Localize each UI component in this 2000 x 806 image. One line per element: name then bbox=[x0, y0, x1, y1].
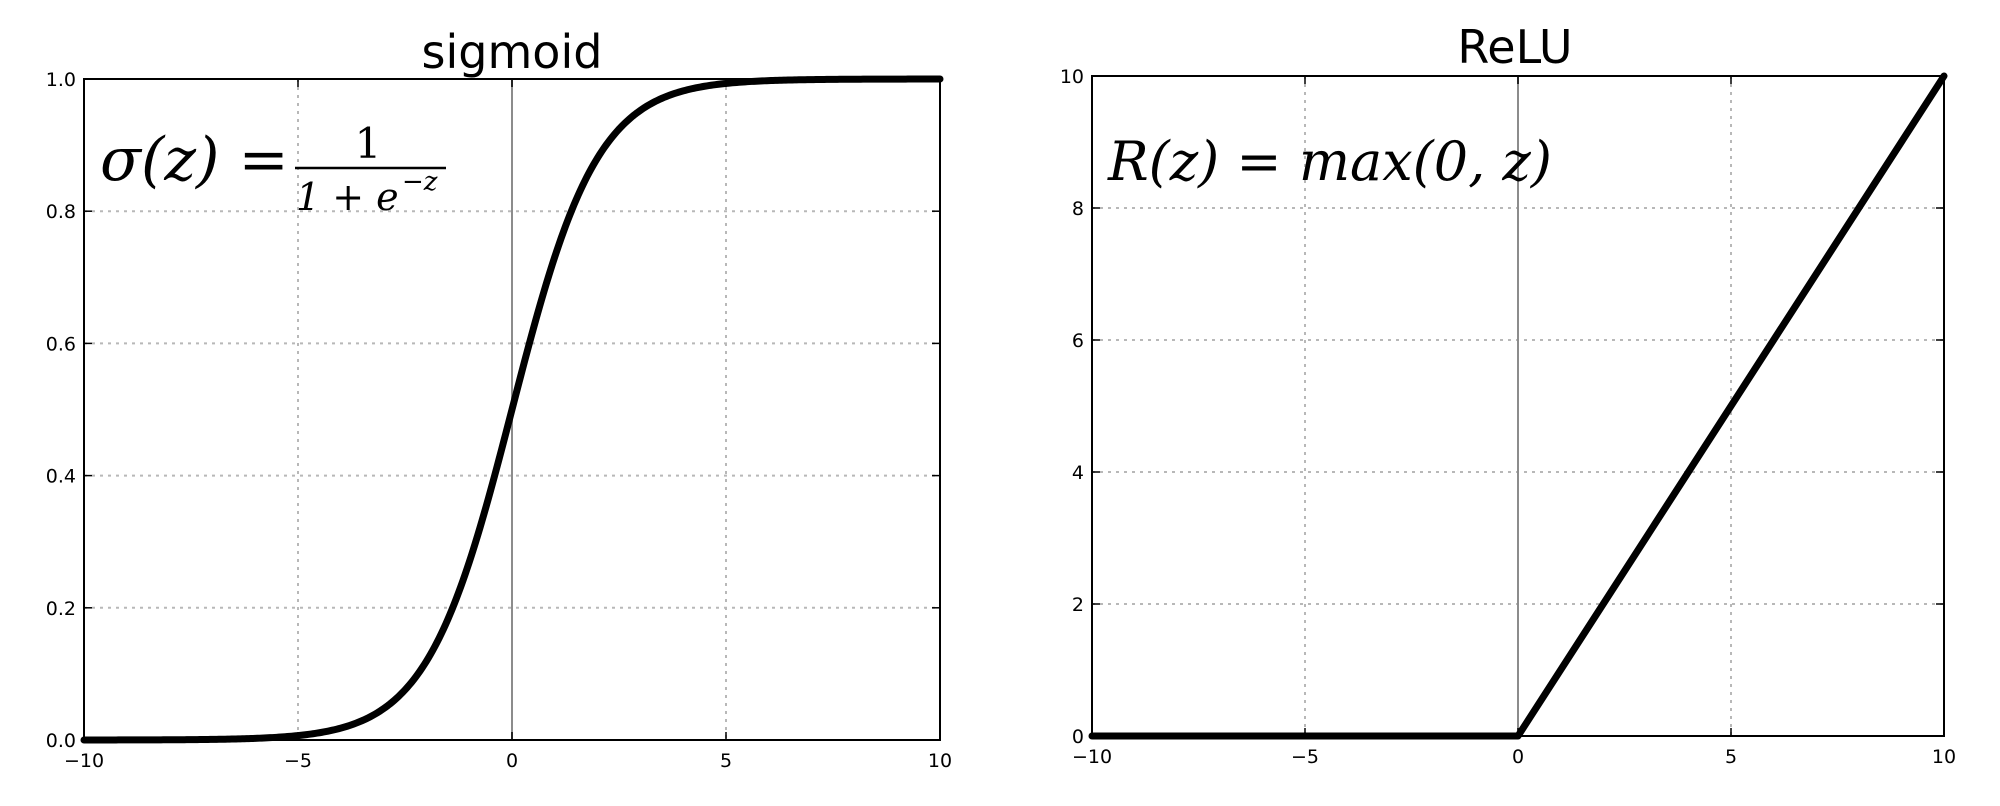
relu-x-tick-label: 5 bbox=[1725, 746, 1737, 768]
relu-x-tick-label: −5 bbox=[1291, 746, 1319, 768]
sigmoid-x-tick-label: −10 bbox=[64, 750, 104, 772]
sigmoid-x-tick-label: 10 bbox=[928, 750, 952, 772]
relu-y-tick-label: 2 bbox=[1072, 594, 1084, 616]
sigmoid-title: sigmoid bbox=[422, 25, 603, 79]
sigmoid-tick-labels: −10 −5 0 5 10 0.0 0.2 0.4 0.6 0.8 1.0 bbox=[46, 69, 952, 772]
relu-y-tick-label: 4 bbox=[1072, 462, 1084, 484]
relu-title: ReLU bbox=[1457, 20, 1572, 74]
relu-y-tick-label: 6 bbox=[1072, 330, 1084, 352]
sigmoid-formula-denominator: 1 + e bbox=[296, 175, 399, 219]
sigmoid-x-tick-label: 5 bbox=[720, 750, 732, 772]
sigmoid-formula-exponent: −z bbox=[402, 167, 438, 197]
relu-tick-labels: −10 −5 0 5 10 0 2 4 6 8 10 bbox=[1060, 66, 1956, 768]
sigmoid-y-tick-label: 0.8 bbox=[46, 201, 76, 223]
relu-y-tick-label: 8 bbox=[1072, 198, 1084, 220]
relu-y-tick-label: 0 bbox=[1072, 726, 1084, 748]
relu-x-tick-label: 0 bbox=[1512, 746, 1524, 768]
sigmoid-formula: σ(z) = 1 1 + e −z bbox=[100, 119, 446, 219]
relu-frame bbox=[1091, 75, 1945, 737]
relu-chart: ReLU −10 −5 0 5 10 0 2 4 6 8 10 R(z) = max(0, z) bbox=[1060, 20, 1956, 768]
sigmoid-y-tick-label: 0.0 bbox=[46, 730, 76, 752]
sigmoid-y-tick-label: 0.4 bbox=[46, 466, 76, 488]
sigmoid-frame bbox=[83, 78, 941, 741]
sigmoid-y-tick-label: 1.0 bbox=[46, 69, 76, 91]
sigmoid-x-tick-label: 0 bbox=[506, 750, 518, 772]
relu-x-tick-label: −10 bbox=[1072, 746, 1112, 768]
sigmoid-formula-lhs: σ(z) = bbox=[100, 125, 289, 195]
relu-formula: R(z) = max(0, z) bbox=[1107, 130, 1552, 193]
sigmoid-y-tick-label: 0.2 bbox=[46, 598, 76, 620]
relu-y-tick-label: 10 bbox=[1060, 66, 1084, 88]
sigmoid-y-tick-label: 0.6 bbox=[46, 333, 76, 355]
sigmoid-chart: sigmoid −10 −5 0 5 10 0.0 0.2 0.4 0.6 0.8 1.0 σ(z)… bbox=[46, 25, 952, 772]
sigmoid-x-tick-label: −5 bbox=[284, 750, 312, 772]
sigmoid-formula-numerator: 1 bbox=[355, 119, 382, 168]
relu-x-tick-label: 10 bbox=[1932, 746, 1956, 768]
